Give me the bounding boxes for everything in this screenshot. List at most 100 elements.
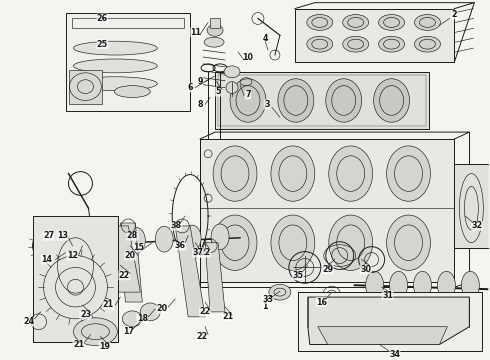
- Polygon shape: [69, 70, 102, 104]
- Ellipse shape: [278, 79, 314, 122]
- Text: 21: 21: [222, 312, 234, 321]
- Text: 27: 27: [43, 231, 54, 240]
- Text: 18: 18: [137, 314, 148, 323]
- Bar: [73, 18, 184, 28]
- Ellipse shape: [72, 230, 90, 256]
- Text: 22: 22: [199, 248, 211, 257]
- Text: 28: 28: [127, 231, 138, 240]
- Text: 5: 5: [215, 87, 221, 96]
- Text: 2: 2: [452, 10, 457, 19]
- Ellipse shape: [329, 215, 372, 270]
- Ellipse shape: [140, 303, 160, 321]
- Ellipse shape: [387, 146, 431, 201]
- Polygon shape: [308, 297, 469, 345]
- Ellipse shape: [415, 14, 441, 30]
- Text: 37: 37: [193, 248, 204, 257]
- Text: 20: 20: [125, 251, 136, 260]
- Text: 15: 15: [133, 243, 144, 252]
- Polygon shape: [33, 216, 119, 342]
- Text: 3: 3: [264, 100, 270, 109]
- Polygon shape: [318, 327, 447, 345]
- Ellipse shape: [379, 36, 405, 52]
- Ellipse shape: [343, 36, 368, 52]
- Text: 24: 24: [23, 317, 34, 326]
- Text: 16: 16: [316, 297, 327, 306]
- Text: 7: 7: [245, 90, 251, 99]
- Text: 22: 22: [199, 307, 211, 316]
- Bar: [66, 13, 190, 111]
- Ellipse shape: [374, 79, 410, 122]
- Polygon shape: [295, 9, 454, 62]
- Text: 12: 12: [67, 251, 78, 260]
- Text: 20: 20: [157, 305, 168, 314]
- Ellipse shape: [204, 37, 224, 47]
- Text: 13: 13: [57, 231, 68, 240]
- Text: 31: 31: [382, 291, 393, 300]
- Ellipse shape: [74, 318, 118, 346]
- Bar: [298, 292, 482, 351]
- Text: 14: 14: [41, 255, 52, 264]
- Ellipse shape: [326, 79, 362, 122]
- Ellipse shape: [213, 146, 257, 201]
- Text: 4: 4: [262, 34, 268, 43]
- Ellipse shape: [387, 215, 431, 270]
- Text: 29: 29: [322, 265, 333, 274]
- Polygon shape: [121, 223, 142, 302]
- Ellipse shape: [307, 14, 333, 30]
- Polygon shape: [200, 139, 454, 282]
- Ellipse shape: [74, 41, 157, 55]
- Ellipse shape: [127, 228, 145, 253]
- Text: 30: 30: [360, 265, 371, 274]
- Ellipse shape: [114, 86, 150, 98]
- Polygon shape: [175, 226, 205, 317]
- Text: 26: 26: [97, 14, 108, 23]
- Ellipse shape: [122, 311, 142, 327]
- Text: 32: 32: [472, 221, 483, 230]
- Polygon shape: [215, 72, 429, 129]
- Ellipse shape: [415, 36, 441, 52]
- Text: 17: 17: [123, 327, 134, 336]
- Ellipse shape: [329, 146, 372, 201]
- Text: 35: 35: [293, 271, 303, 280]
- Text: 21: 21: [73, 340, 84, 349]
- Ellipse shape: [414, 271, 432, 299]
- Ellipse shape: [211, 224, 229, 249]
- Ellipse shape: [379, 14, 405, 30]
- Bar: [218, 75, 426, 126]
- Ellipse shape: [438, 271, 455, 299]
- Text: 19: 19: [99, 342, 110, 351]
- Ellipse shape: [343, 14, 368, 30]
- Text: 38: 38: [171, 221, 182, 230]
- Ellipse shape: [307, 36, 333, 52]
- Text: 21: 21: [103, 301, 114, 310]
- Text: 36: 36: [174, 241, 186, 250]
- Text: 25: 25: [97, 40, 108, 49]
- Text: 23: 23: [80, 310, 91, 319]
- Ellipse shape: [99, 229, 118, 255]
- Text: 9: 9: [197, 77, 203, 86]
- Text: 34: 34: [389, 350, 400, 359]
- Text: 22: 22: [119, 271, 130, 280]
- Ellipse shape: [207, 24, 223, 36]
- Ellipse shape: [224, 66, 240, 78]
- Ellipse shape: [213, 215, 257, 270]
- Ellipse shape: [74, 77, 157, 91]
- Ellipse shape: [74, 59, 157, 73]
- Text: 8: 8: [197, 100, 203, 109]
- Text: 6: 6: [187, 83, 193, 92]
- Bar: [210, 18, 220, 28]
- Ellipse shape: [271, 215, 315, 270]
- Ellipse shape: [269, 284, 291, 300]
- Text: 11: 11: [191, 28, 202, 37]
- Ellipse shape: [230, 79, 266, 122]
- Polygon shape: [454, 164, 490, 248]
- Polygon shape: [205, 243, 225, 312]
- Text: 22: 22: [196, 332, 208, 341]
- Ellipse shape: [390, 271, 408, 299]
- Circle shape: [226, 82, 238, 94]
- Ellipse shape: [271, 146, 315, 201]
- Polygon shape: [108, 226, 140, 292]
- Ellipse shape: [155, 226, 173, 252]
- Text: 33: 33: [263, 294, 273, 303]
- Text: 10: 10: [243, 54, 253, 63]
